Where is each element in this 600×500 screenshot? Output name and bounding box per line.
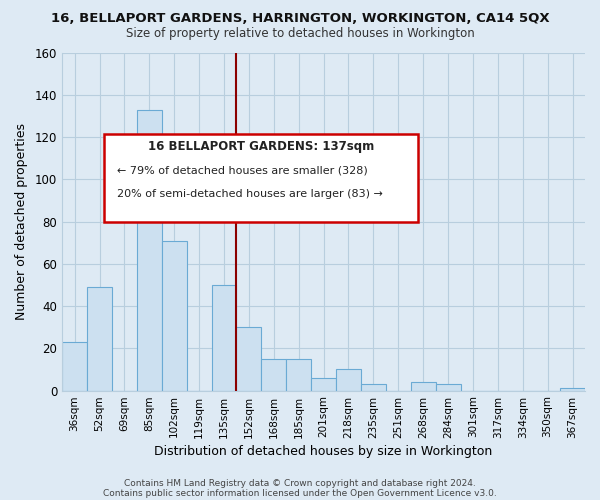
FancyBboxPatch shape: [104, 134, 418, 222]
Text: ← 79% of detached houses are smaller (328): ← 79% of detached houses are smaller (32…: [117, 166, 368, 176]
Text: 16 BELLAPORT GARDENS: 137sqm: 16 BELLAPORT GARDENS: 137sqm: [148, 140, 374, 153]
Bar: [560, 388, 585, 390]
Bar: [361, 384, 386, 390]
Y-axis label: Number of detached properties: Number of detached properties: [15, 123, 28, 320]
Bar: [311, 378, 336, 390]
X-axis label: Distribution of detached houses by size in Workington: Distribution of detached houses by size …: [154, 444, 493, 458]
Bar: [137, 110, 162, 390]
Text: Contains public sector information licensed under the Open Government Licence v3: Contains public sector information licen…: [103, 488, 497, 498]
Text: 16, BELLAPORT GARDENS, HARRINGTON, WORKINGTON, CA14 5QX: 16, BELLAPORT GARDENS, HARRINGTON, WORKI…: [50, 12, 550, 26]
Bar: [212, 285, 236, 391]
Bar: [286, 359, 311, 390]
Bar: [436, 384, 461, 390]
Text: Contains HM Land Registry data © Crown copyright and database right 2024.: Contains HM Land Registry data © Crown c…: [124, 478, 476, 488]
Bar: [162, 240, 187, 390]
Text: 20% of semi-detached houses are larger (83) →: 20% of semi-detached houses are larger (…: [117, 190, 383, 200]
Bar: [411, 382, 436, 390]
Bar: [87, 287, 112, 391]
Bar: [236, 327, 262, 390]
Bar: [62, 342, 87, 390]
Bar: [262, 359, 286, 390]
Bar: [336, 370, 361, 390]
Text: Size of property relative to detached houses in Workington: Size of property relative to detached ho…: [125, 28, 475, 40]
